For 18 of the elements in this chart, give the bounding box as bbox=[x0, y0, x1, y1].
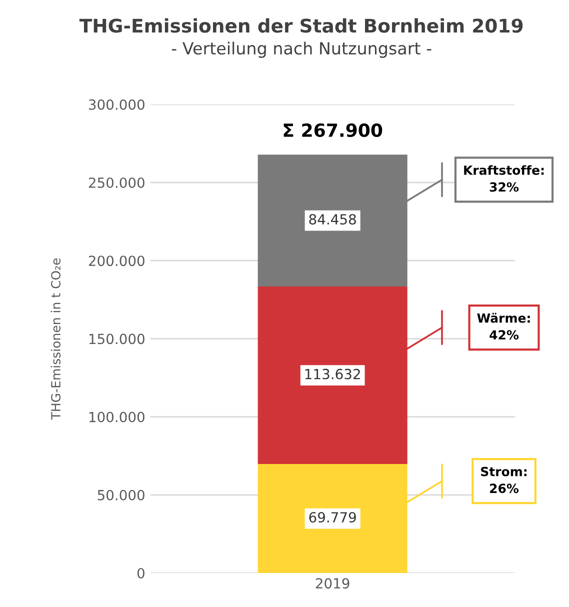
y-axis-title: THG-Emissionen in t CO₂e bbox=[50, 258, 60, 420]
y-tick-label: 0 bbox=[137, 568, 144, 578]
chart-subtitle: - Verteilung nach Nutzungsart - bbox=[172, 42, 432, 58]
y-tick-label: 300.000 bbox=[88, 99, 144, 110]
x-tick-label: 2019 bbox=[316, 578, 350, 589]
annotation: Strom: 26% bbox=[481, 466, 526, 494]
annotation: Kraftstoffe: 32% bbox=[464, 165, 544, 192]
y-tick-label: 250.000 bbox=[88, 177, 144, 188]
y-tick-label: 200.000 bbox=[88, 256, 144, 266]
chart-title: THG-Emissionen der Stadt Bornheim 2019 bbox=[79, 18, 523, 33]
y-tick-label: 150.000 bbox=[89, 334, 144, 344]
y-tick-label: 100.000 bbox=[89, 412, 144, 422]
data-label: 69.779 bbox=[309, 512, 356, 523]
data-label: 84.458 bbox=[309, 214, 356, 225]
data-label: 113.632 bbox=[305, 368, 360, 380]
total-label: Σ 267.900 bbox=[284, 123, 382, 138]
annotation: Wärme: 42% bbox=[477, 312, 530, 340]
y-tick-label: 50.000 bbox=[98, 490, 144, 500]
